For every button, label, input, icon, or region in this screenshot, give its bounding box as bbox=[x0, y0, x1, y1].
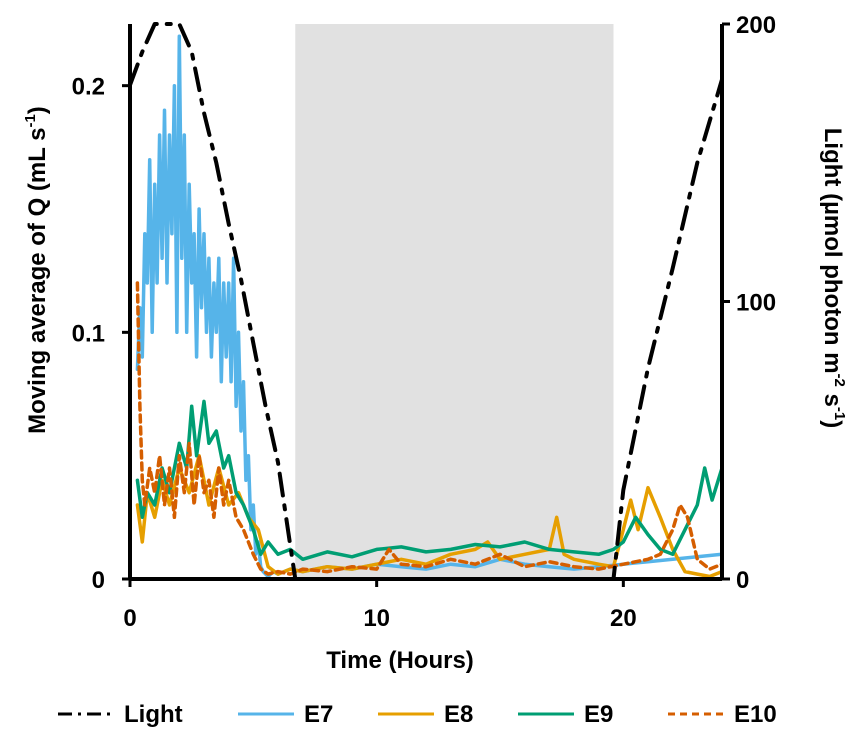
legend-item-e7: E7 bbox=[238, 701, 333, 728]
legend-item-e9: E9 bbox=[518, 701, 613, 728]
shaded-dark-period bbox=[295, 24, 614, 579]
y2-axis-title-part2: s bbox=[819, 387, 846, 407]
series-line-e7 bbox=[135, 34, 722, 579]
series-line-light bbox=[130, 22, 722, 579]
legend-item-e10: E10 bbox=[668, 701, 777, 728]
y-axis-title-sup: -1 bbox=[22, 114, 39, 127]
x-axis-title: Time (Hours) bbox=[326, 647, 474, 674]
y-tick-label: 0.2 bbox=[72, 74, 105, 101]
y-axis-title-main: Moving average of Q (mL s bbox=[24, 128, 51, 434]
y2-tick-label: 0 bbox=[736, 567, 749, 594]
y2-tick-label: 200 bbox=[736, 12, 776, 39]
legend-label: E7 bbox=[304, 701, 333, 728]
legend-item-e8: E8 bbox=[378, 701, 473, 728]
y-axis-title: Moving average of Q (mL s-1) bbox=[22, 106, 51, 434]
legend-item-light: Light bbox=[58, 701, 183, 728]
y2-axis-title-part1: Light (µmol photon m bbox=[819, 128, 846, 374]
legend-label: Light bbox=[124, 701, 183, 728]
legend-label: E9 bbox=[584, 701, 613, 728]
series-line-e9 bbox=[135, 399, 722, 562]
y2-tick-label: 100 bbox=[736, 290, 776, 317]
y2-axis-title: Light (µmol photon m-2 s-1) bbox=[819, 128, 848, 428]
y-tick-label: 0 bbox=[92, 567, 105, 594]
x-tick-label: 0 bbox=[123, 605, 136, 632]
x-tick-label: 10 bbox=[363, 605, 390, 632]
series-layer bbox=[130, 22, 722, 579]
y2-axis-title-part3: ) bbox=[819, 420, 846, 428]
legend-label: E10 bbox=[734, 701, 777, 728]
x-tick-label: 20 bbox=[610, 605, 637, 632]
y-axis-title-end: ) bbox=[24, 106, 51, 114]
legend: Light E7 E8 E9 E10 bbox=[58, 701, 777, 728]
y2-axis-title-sup2: -1 bbox=[831, 407, 848, 420]
y2-axis-title-sup1: -2 bbox=[831, 374, 848, 387]
legend-label: E8 bbox=[444, 701, 473, 728]
y-tick-label: 0.1 bbox=[72, 320, 105, 347]
